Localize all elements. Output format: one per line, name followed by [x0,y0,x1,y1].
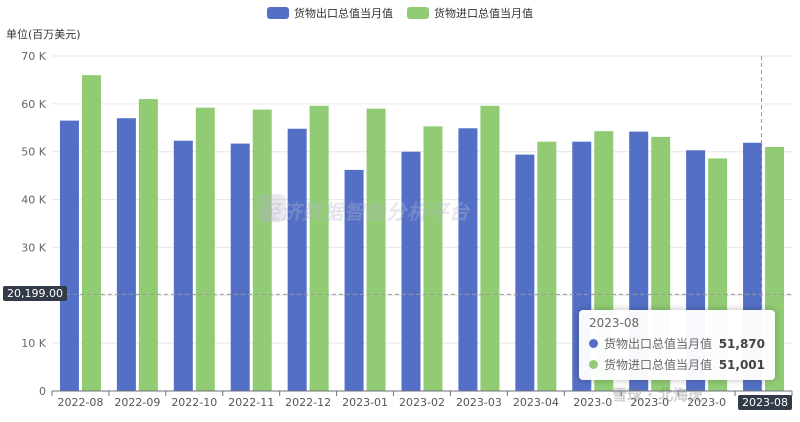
bar-import [195,107,215,391]
tooltip-row-import: 货物进口总值当月值 51,001 [589,356,765,373]
x-tick-label: 2023-03 [456,396,502,409]
bar-import [138,99,158,392]
x-tick-label: 2022-09 [114,396,160,409]
tooltip-name-import: 货物进口总值当月值 [604,358,713,372]
cursor-x-category-label: 2023-08 [738,395,792,410]
watermark-xueqiu: 雪球 · 北海虎 [612,386,704,404]
chart-tooltip: 2023-08 货物出口总值当月值 51,870 货物进口总值当月值 51,00… [579,310,775,380]
tooltip-value-export: 51,870 [718,336,765,351]
tooltip-value-import: 51,001 [718,357,765,372]
x-tick-label: 2022-08 [57,396,103,409]
tooltip-dot-import [589,360,598,369]
bar-export [287,128,307,391]
y-tick-label: 50 K [21,146,46,159]
tooltip-row-export: 货物出口总值当月值 51,870 [589,335,765,352]
bar-export [59,120,79,391]
x-tick-label: 2023-02 [399,396,445,409]
y-axis-unit-label: 单位(百万美元) [6,28,81,41]
legend-label-import: 货物进口总值当月值 [434,7,533,20]
bar-export [116,118,136,391]
x-tick-label: 2023-0 [630,396,669,409]
bar-export [344,169,364,391]
x-tick-label: 2023-01 [342,396,388,409]
x-tick-label: 2022-11 [228,396,274,409]
y-tick-label: 30 K [21,241,46,254]
legend-item-export[interactable]: 货物出口总值当月值 [267,5,393,21]
tooltip-title: 2023-08 [589,316,640,330]
bar-export [401,151,421,391]
bar-import [252,109,272,391]
watermark-logo-icon [258,194,286,222]
bar-import [480,105,500,392]
bar-import [423,126,443,391]
cursor-y-value-label: 20,199.00 [3,286,67,301]
y-tick-label: 70 K [21,50,46,63]
x-tick-label: 2022-12 [285,396,331,409]
bar-import [366,108,386,392]
legend-swatch-export [267,7,289,19]
legend-swatch-import [407,7,429,19]
x-tick-label: 2023-04 [513,396,559,409]
x-tick-label: 2023-0 [687,396,726,409]
y-tick-label: 10 K [21,337,46,350]
bar-export [173,140,193,391]
bar-import [537,141,557,391]
watermark-text: 经济数据智能分析平台 [260,200,470,224]
x-tick-label: 2023-0 [573,396,612,409]
bar-export [515,154,535,391]
chart-legend[interactable]: 货物出口总值当月值 货物进口总值当月值 [0,5,800,21]
y-tick-label: 60 K [21,98,46,111]
bar-export [458,128,478,391]
legend-item-import[interactable]: 货物进口总值当月值 [407,5,533,21]
legend-label-export: 货物出口总值当月值 [294,7,393,20]
bar-import [309,105,329,392]
tooltip-dot-export [589,339,598,348]
bar-export [230,143,250,391]
y-tick-label: 0 [39,385,46,398]
y-tick-label: 40 K [21,194,46,207]
x-tick-label: 2022-10 [171,396,217,409]
tooltip-name-export: 货物出口总值当月值 [604,337,713,351]
bar-import [81,75,101,392]
